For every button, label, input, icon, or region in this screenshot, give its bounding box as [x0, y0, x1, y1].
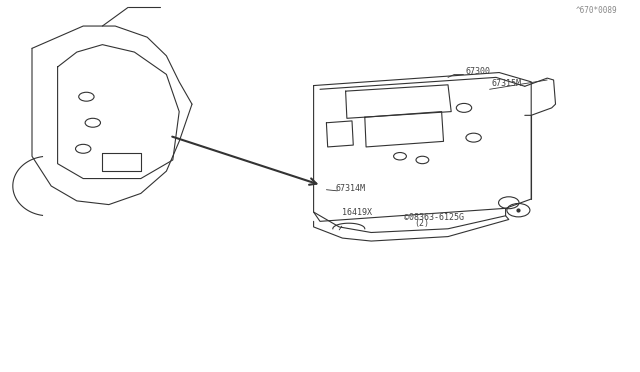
- Text: ^670*0089: ^670*0089: [576, 6, 618, 15]
- Text: 67300: 67300: [465, 67, 490, 76]
- Text: (2): (2): [415, 219, 429, 228]
- Text: 16419X: 16419X: [342, 208, 372, 217]
- Text: ©08363-6125G: ©08363-6125G: [404, 213, 465, 222]
- Text: 67315M: 67315M: [492, 79, 522, 88]
- Text: 67314M: 67314M: [336, 185, 366, 193]
